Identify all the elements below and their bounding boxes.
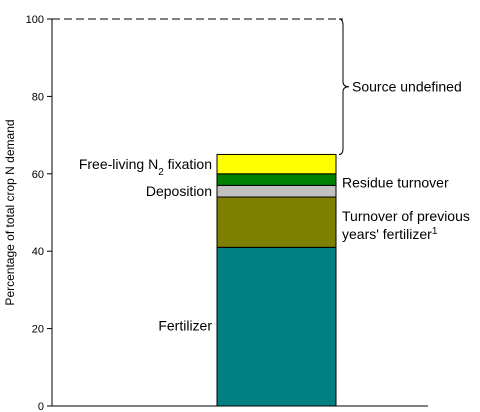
bar-segment-0 <box>216 246 337 407</box>
y-tick-label: 0 <box>38 401 44 412</box>
bar-segment-3 <box>216 173 337 186</box>
y-axis: 0 20 40 60 80 100 <box>26 14 428 412</box>
y-axis-label: Percentage of total crop N demand <box>3 119 17 305</box>
source-undefined-bracket <box>338 18 350 155</box>
deposition-label: Deposition <box>146 183 212 199</box>
y-tick-label: 60 <box>32 169 44 181</box>
fertilizer-label: Fertilizer <box>158 318 212 334</box>
y-tick-label: 100 <box>26 14 44 26</box>
turnover-label-line2: years' fertilizer1 <box>342 226 438 243</box>
y-tick-label: 20 <box>32 324 44 336</box>
y-tick-label: 40 <box>32 246 44 258</box>
bar-segment-4 <box>216 153 337 175</box>
y-tick-label: 80 <box>32 91 44 103</box>
bar-stack <box>216 153 337 407</box>
bar-segment-1 <box>216 196 337 248</box>
bar-segment-2 <box>216 184 337 198</box>
residue-turnover-label: Residue turnover <box>342 175 449 191</box>
source-undefined-label: Source undefined <box>352 79 462 95</box>
free-living-fixation-label: Free-living N2 fixation <box>79 156 212 178</box>
turnover-label-line1: Turnover of previous <box>342 208 470 224</box>
